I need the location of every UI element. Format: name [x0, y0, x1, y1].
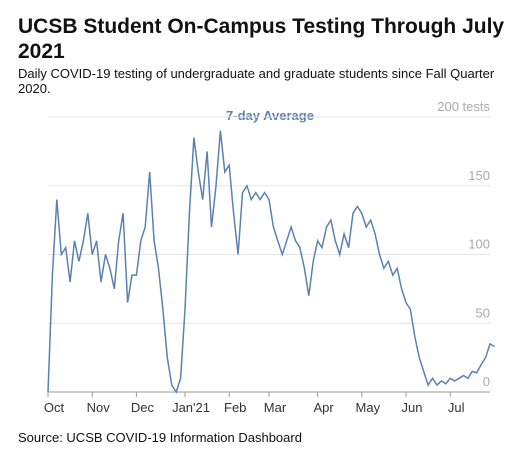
x-tick-label: Nov: [87, 400, 111, 415]
x-tick-label: Oct: [44, 400, 65, 415]
chart-title: UCSB Student On-Campus Testing Through J…: [18, 15, 505, 63]
y-tick-label: 0: [483, 374, 490, 389]
y-tick-label: 100: [468, 237, 490, 252]
x-tick-label: Jun: [402, 400, 423, 415]
source: Source: UCSB COVID-19 Information Dashbo…: [18, 430, 302, 445]
annotation: 7-day Average: [226, 108, 314, 123]
x-tick-label: Apr: [314, 400, 335, 415]
x-tick-label: Jan'21: [172, 400, 210, 415]
x-tick-label: Jul: [448, 400, 465, 415]
x-tick-label: Feb: [224, 400, 246, 415]
y-tick-label: 200 tests: [437, 99, 490, 114]
data-line: [47, 130, 495, 394]
chart-subtitle: Daily COVID-19 testing of undergraduate …: [18, 66, 495, 96]
x-tick-label: May: [356, 400, 381, 415]
y-tick-label: 150: [468, 168, 490, 183]
y-tick-label: 50: [476, 305, 490, 320]
x-tick-label: Dec: [131, 400, 155, 415]
x-tick-label: Mar: [264, 400, 287, 415]
chart: 7-day Average 0 50 100 150 200 tests Oct Nov De…: [44, 99, 495, 415]
